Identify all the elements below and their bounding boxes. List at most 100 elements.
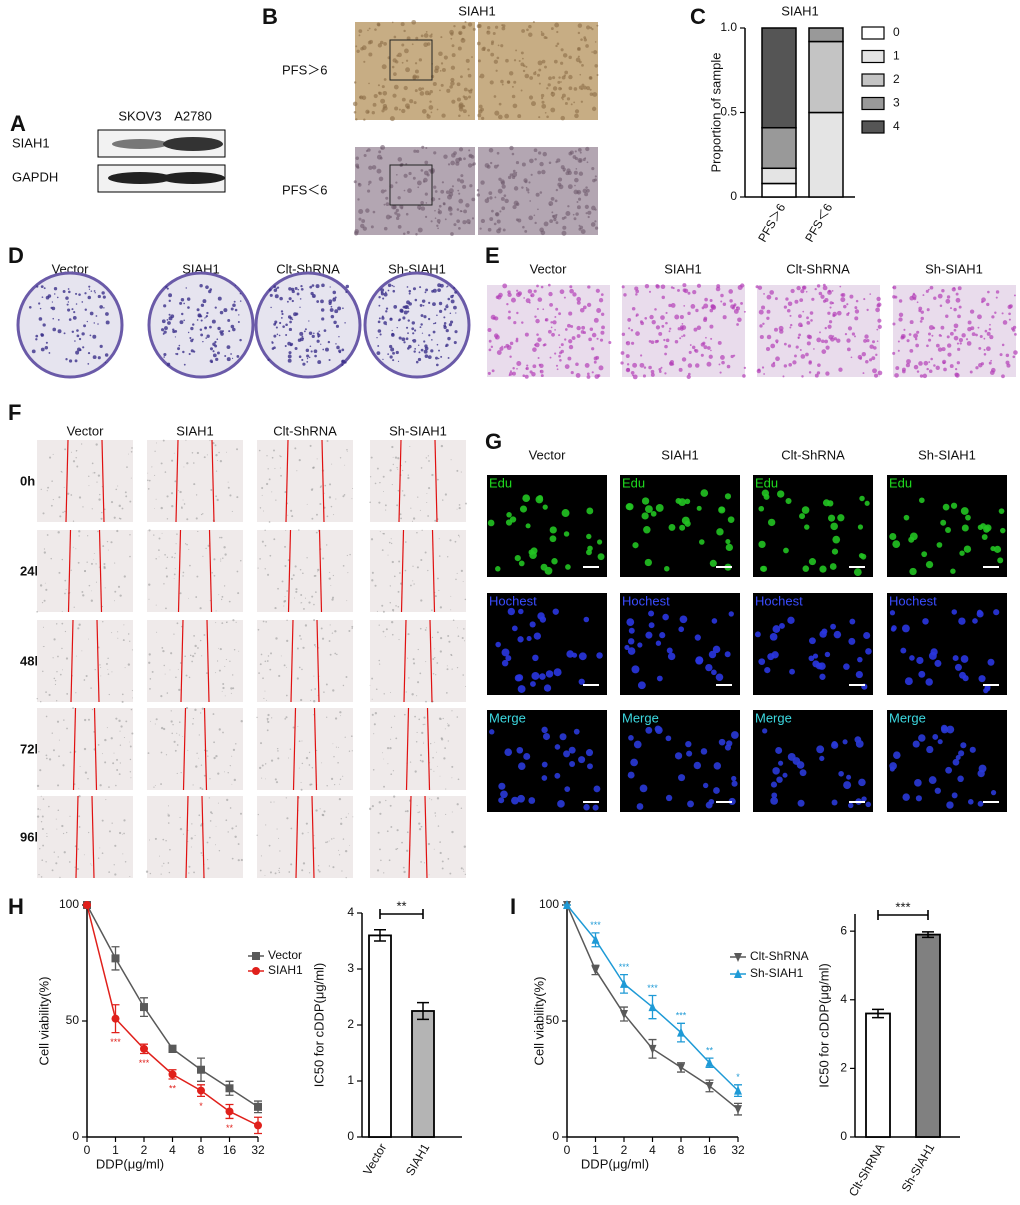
texture-dot <box>221 690 223 692</box>
wound-edge <box>429 619 433 703</box>
texture-dot <box>207 858 209 861</box>
texture-dot <box>345 816 347 819</box>
texture-dot <box>574 109 580 114</box>
texture-dot <box>353 81 357 84</box>
texture-dot <box>686 374 691 379</box>
texture-dot <box>511 94 516 99</box>
texture-dot <box>426 501 428 504</box>
blot-band <box>161 172 225 184</box>
texture-dot <box>450 595 452 597</box>
texture-dot <box>201 707 204 710</box>
texture-dot <box>83 718 87 722</box>
texture-dot <box>417 681 420 684</box>
texture-dot <box>384 636 386 638</box>
texture-dot <box>540 285 544 289</box>
texture-dot <box>457 46 462 51</box>
texture-dot <box>511 625 518 632</box>
texture-dot <box>56 671 58 673</box>
texture-dot <box>531 101 536 107</box>
texture-dot <box>167 822 170 824</box>
texture-dot <box>877 370 883 376</box>
texture-dot <box>390 538 392 540</box>
texture-dot <box>433 648 435 650</box>
texture-dot <box>761 489 769 497</box>
texture-dot <box>62 669 63 671</box>
texture-dot <box>713 787 720 794</box>
texture-dot <box>495 566 501 572</box>
texture-dot <box>353 110 357 114</box>
texture-dot <box>148 661 151 664</box>
texture-dot <box>78 530 81 533</box>
texture-dot <box>304 597 307 599</box>
texture-dot <box>126 466 128 468</box>
texture-dot <box>217 351 220 355</box>
texture-dot <box>313 643 316 646</box>
wound-edge <box>177 529 182 613</box>
texture-dot <box>696 505 702 511</box>
texture-dot <box>682 334 686 337</box>
texture-dot <box>66 692 69 695</box>
texture-dot <box>987 658 995 666</box>
texture-dot <box>451 765 454 768</box>
texture-dot <box>266 717 269 720</box>
texture-dot <box>431 609 433 611</box>
texture-dot <box>382 610 385 613</box>
texture-dot <box>213 574 216 577</box>
texture-dot <box>681 357 687 362</box>
texture-dot <box>164 326 168 331</box>
texture-dot <box>591 51 593 53</box>
texture-dot <box>759 324 763 328</box>
texture-dot <box>434 209 436 212</box>
texture-dot <box>53 293 56 295</box>
texture-dot <box>160 506 163 510</box>
texture-dot <box>371 579 374 582</box>
texture-dot <box>533 632 541 640</box>
texture-dot <box>225 819 228 822</box>
texture-dot <box>48 352 51 354</box>
texture-dot <box>594 175 597 178</box>
texture-dot <box>265 482 269 486</box>
texture-dot <box>402 232 406 235</box>
texture-dot <box>269 668 272 671</box>
texture-dot <box>262 677 264 680</box>
texture-dot <box>529 76 534 80</box>
texture-dot <box>302 862 306 865</box>
texture-dot <box>381 64 387 70</box>
texture-dot <box>449 85 453 89</box>
texture-dot <box>270 759 274 762</box>
legend-label: Sh-SIAH1 <box>750 966 804 980</box>
texture-dot <box>118 719 121 723</box>
texture-dot <box>592 92 598 97</box>
texture-dot <box>385 799 387 802</box>
texture-dot <box>290 863 293 866</box>
texture-dot <box>131 447 133 449</box>
texture-dot <box>428 487 431 490</box>
texture-dot <box>229 494 232 497</box>
texture-dot <box>869 293 872 295</box>
texture-dot <box>863 632 871 640</box>
texture-dot <box>412 517 416 520</box>
texture-dot <box>535 318 540 324</box>
texture-dot <box>37 808 40 810</box>
texture-dot <box>321 637 325 640</box>
texture-dot <box>782 375 785 378</box>
texture-dot <box>312 714 314 716</box>
texture-dot <box>552 320 557 325</box>
texture-dot <box>449 312 452 315</box>
texture-dot <box>839 285 842 288</box>
texture-dot <box>591 347 595 351</box>
texture-dot <box>72 707 75 710</box>
texture-dot <box>799 298 804 303</box>
texture-dot <box>413 329 417 332</box>
texture-dot <box>318 870 321 873</box>
texture-dot <box>191 452 194 454</box>
texture-dot <box>380 288 385 293</box>
texture-dot <box>461 637 464 640</box>
error-bar <box>374 929 386 942</box>
texture-dot <box>280 310 284 313</box>
texture-dot <box>64 630 67 633</box>
texture-dot <box>446 303 448 306</box>
texture-dot <box>1005 353 1010 358</box>
texture-dot <box>217 647 219 649</box>
texture-dot <box>816 745 825 754</box>
